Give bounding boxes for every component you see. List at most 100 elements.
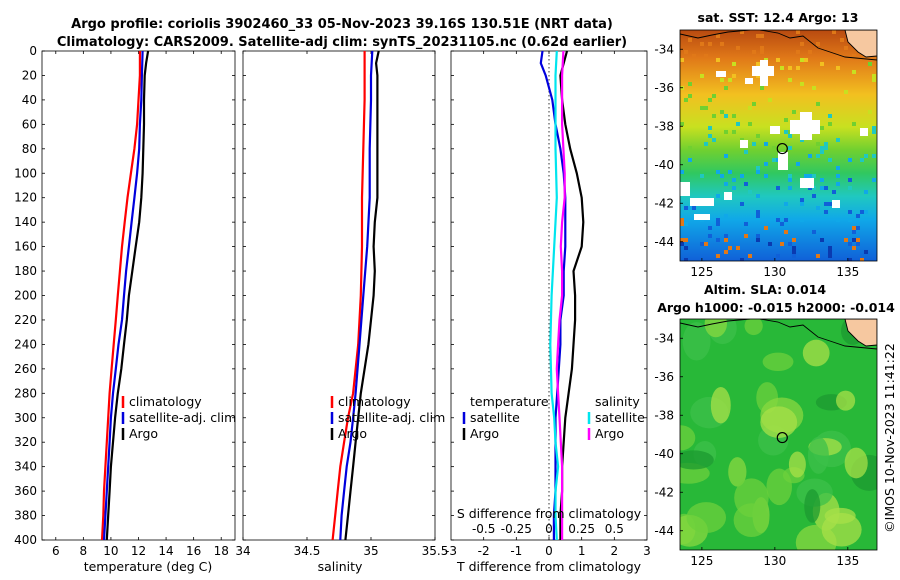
depth-tick-label: 280 [14,386,37,400]
sst-pixel [792,110,796,114]
x-tick-label-max: 3 [643,544,651,558]
sst-pixel [744,150,748,154]
sla-map-title-line2: Argo h1000: -0.015 h2000: -0.014 [657,300,895,315]
sst-pixel [812,86,816,90]
x-tick-label: -1 [510,544,522,558]
sst-pixel [860,158,864,162]
sst-pixel [700,174,704,178]
x-tick-label: 10 [103,544,118,558]
sst-pixel [764,142,768,146]
temperature-x-label: temperature (deg C) [84,559,213,574]
sst-pixel [836,66,840,70]
legend-temperature-title: temperature [470,394,549,409]
sla-patch [733,503,770,538]
sla-patch [728,457,747,487]
sst-map: sat. SST: 12.4 Argo: 13 [654,10,878,279]
sst-pixel [828,202,832,206]
sst-pixel [752,102,756,106]
sst-pixel [844,46,848,50]
series-line-satellite-adj-clim [102,50,144,541]
s-difference-label: S difference from climatology [457,506,642,521]
sst-pixel [872,154,876,158]
map-y-tick-label: -40 [654,447,674,461]
map-y-tick-label: -38 [654,408,674,422]
temperature-legend: climatology satellite-adj. clim Argo [121,394,236,441]
sst-pixel [772,158,776,162]
cloud-gap [680,182,690,196]
x-tick-label: 2 [611,544,619,558]
cloud-gap [832,200,840,208]
sst-pixel [816,254,820,258]
coastline [680,319,877,350]
sst-pixel [724,114,728,118]
sst-pixel [760,50,764,54]
sst-pixel [792,246,796,250]
sla-patch [680,450,714,470]
x-tick-label: 34 [235,544,250,558]
map-x-tick-label: 135 [836,554,859,568]
sst-pixel [716,170,720,174]
land-mass [844,319,877,347]
sst-pixel [808,154,812,158]
sst-pixel [784,118,788,122]
s-diff-tick-label: -0.5 [472,522,495,536]
sst-pixel [716,218,720,222]
depth-tick-label: 120 [14,191,37,205]
sst-pixel [824,142,828,146]
series-line-satellite-adj-clim [339,50,374,541]
sst-pixel [756,234,760,238]
depth-tick-label: 40 [22,93,37,107]
sst-pixel [716,238,720,242]
sst-pixel [772,146,776,150]
sst-pixel [860,210,864,214]
depth-tick-label: 400 [14,533,37,547]
cloud-gap [860,128,868,136]
sst-pixel [848,258,852,261]
sst-pixel [872,178,876,182]
sst-pixel [832,190,836,194]
sst-pixel [692,206,696,210]
map-y-tick-label: -44 [654,235,674,249]
sst-pixel [816,154,820,158]
legend-climatology: climatology [338,394,411,409]
cloud-gap [760,60,768,86]
salinity-plot: 34 34.5 35 35.5 salinity climatology satell… [235,50,448,574]
depth-tick-label: 320 [14,435,37,449]
sst-pixel [788,134,792,138]
sst-pixel [728,78,732,82]
sla-patch [744,319,763,336]
cloud-gap [716,71,726,77]
sst-pixel [848,178,852,182]
sst-pixel [776,186,780,190]
sst-pixel [768,242,772,246]
series-line-t-argo [559,50,585,540]
depth-tick-label: 220 [14,313,37,327]
sst-pixel [856,238,860,242]
sst-pixel [784,202,788,206]
sst-pixel [704,106,708,110]
sla-patch [766,468,792,506]
difference-legend-salinity: salinity satellite Argo [587,394,645,441]
sst-pixel [684,238,688,242]
sst-pixel [792,254,796,258]
salinity-series [331,50,380,541]
sst-pixel [812,230,816,234]
depth-tick-label: 100 [14,166,37,180]
sla-patch [802,339,830,367]
map-y-tick-label: -42 [654,196,674,210]
sst-pixel [856,226,860,230]
sst-pixel [768,98,772,102]
s-diff-tick-label: 0.5 [605,522,624,536]
sst-pixel [856,214,860,218]
sst-pixel [772,258,776,261]
sst-pixel [796,162,800,166]
x-tick-label: 35 [363,544,378,558]
temperature-plot: 0204060801001201401601802002202402602803… [14,44,647,574]
sst-pixel [820,146,824,150]
salinity-axes-frame [242,50,436,541]
sst-pixel [680,122,684,126]
sst-pixel [860,258,864,261]
sst-pixel [704,142,708,146]
map-y-tick-label: -44 [654,524,674,538]
